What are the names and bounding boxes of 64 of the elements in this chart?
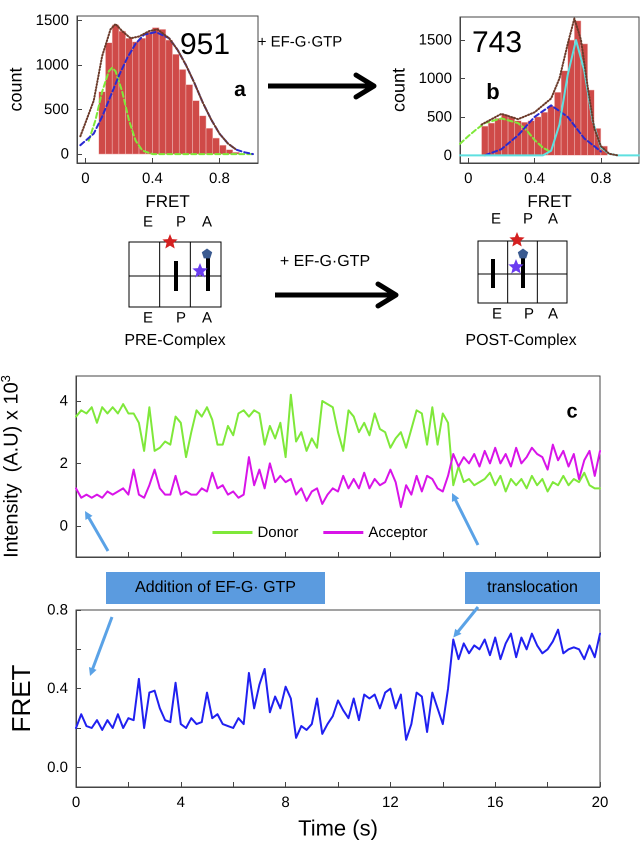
line-series (75, 444, 601, 508)
y-tick-label: 2 (60, 454, 68, 472)
y-tick-label: 500 (426, 108, 452, 126)
text: E (142, 214, 154, 230)
y-tick-label: 1000 (418, 70, 452, 87)
x-axis-title: FRET (145, 192, 190, 211)
x-tick-label: 0 (464, 170, 472, 187)
y-axis-title: count (388, 68, 409, 112)
line-series (88, 66, 254, 156)
text: PRE-Complex (124, 332, 226, 350)
text: POST-Complex (465, 332, 577, 350)
x-tick-label: 0.8 (209, 170, 230, 187)
x-tick-label: 0.4 (524, 170, 546, 187)
y-tick-label: 0.4 (47, 680, 68, 698)
y-tick-label: 1500 (418, 32, 452, 49)
x-tick-label: 0 (81, 170, 90, 187)
text: P (524, 306, 534, 322)
y-axis-title: count (6, 67, 26, 112)
text: A (202, 214, 212, 230)
y-tick-label: 1000 (36, 56, 69, 74)
y-tick-label: 0.8 (47, 602, 68, 618)
text: A (202, 310, 212, 326)
line-series (75, 394, 601, 492)
y-axis-title: FRET (6, 664, 36, 732)
y-tick-label: 4 (60, 392, 68, 410)
y-tick-label: 1500 (36, 12, 69, 29)
y-axis-title: Intensity (A.U) x 103 (0, 375, 22, 558)
text: P (522, 210, 534, 228)
x-axis-title: FRET (527, 192, 572, 211)
text: E (142, 310, 154, 326)
annotation: c (566, 400, 578, 424)
annotation: 951 (180, 28, 230, 62)
legend-label: Acceptor (368, 524, 428, 541)
text: + EF-G·GTP (280, 253, 370, 271)
x-tick-label: 0 (72, 794, 80, 811)
text: E (490, 210, 502, 228)
legend-label: Donor (257, 524, 298, 541)
x-tick-label: 0.8 (590, 170, 612, 187)
text: A (548, 306, 558, 322)
x-tick-label: 0.4 (142, 170, 163, 187)
y-tick-label: 0.0 (47, 758, 68, 776)
annotation: b (486, 79, 500, 105)
y-tick-label: 0 (60, 517, 68, 534)
annotation: a (234, 78, 246, 102)
text: E (492, 306, 502, 322)
x-tick-label: 4 (176, 794, 185, 811)
x-tick-label: 8 (281, 794, 290, 811)
line-series (79, 31, 254, 156)
x-tick-label: 16 (486, 794, 504, 811)
line-series (459, 117, 552, 154)
annotation: 743 (472, 26, 522, 60)
x-tick-label: 20 (592, 794, 608, 811)
text: Addition of EF-G· GTP (106, 572, 325, 604)
y-tick-label: 0 (60, 146, 69, 163)
x-axis-title: Time (s) (298, 816, 378, 840)
text: A (548, 210, 558, 228)
y-tick-label: 0 (444, 146, 452, 164)
annotation: translocation (465, 572, 600, 604)
text: P (176, 310, 186, 326)
text: P (176, 214, 186, 230)
line-series (75, 628, 601, 741)
y-tick-label: 500 (44, 101, 69, 118)
x-tick-label: 12 (382, 794, 399, 811)
annotation: + EF-G·GTP (258, 34, 342, 50)
